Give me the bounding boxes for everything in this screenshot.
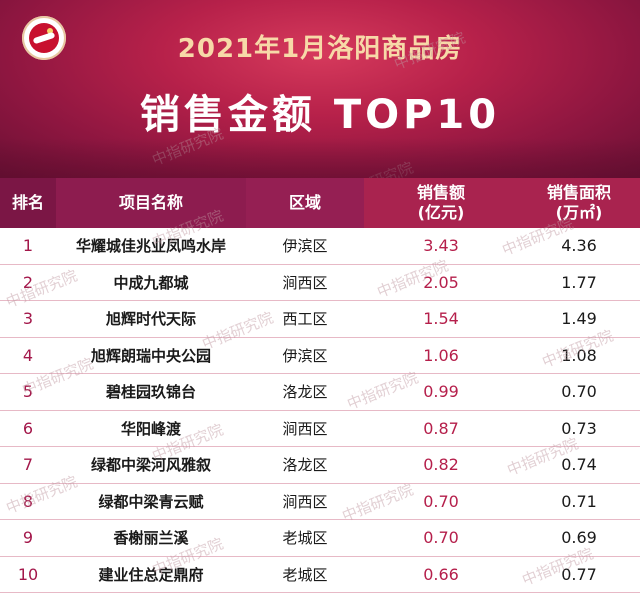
logo-emblem: [29, 23, 59, 53]
rank-cell: 8: [22, 491, 34, 511]
header-region: 区域: [246, 178, 364, 228]
region-cell: 西工区: [282, 310, 328, 329]
amount-cell: 0.87: [423, 418, 459, 438]
name-cell: 旭辉朗瑞中央公园: [90, 346, 211, 365]
rank-cell: 1: [22, 236, 34, 256]
name-cell: 华阳峰渡: [120, 419, 181, 438]
area-cell: 4.36: [561, 236, 597, 256]
amount-cell: 0.70: [423, 491, 459, 511]
name-cell: 旭辉时代天际: [105, 310, 196, 329]
name-cell: 绿都中梁河风雅叙: [90, 456, 211, 475]
table-row: 4 旭辉朗瑞中央公园 伊滨区 1.06 1.08: [0, 338, 640, 374]
amount-cell: 1.54: [423, 309, 459, 329]
table-row: 8 绿都中梁青云赋 涧西区 0.70 0.71: [0, 484, 640, 520]
header-name-label: 项目名称: [118, 193, 183, 212]
header-name: 项目名称: [56, 178, 246, 228]
table-row: 6 华阳峰渡 涧西区 0.87 0.73: [0, 411, 640, 447]
logo-dot: [47, 28, 53, 34]
region-cell: 伊滨区: [282, 346, 328, 365]
name-cell: 中成九都城: [113, 273, 189, 292]
header-amount-unit: (亿元): [417, 203, 465, 222]
header-region-label: 区域: [288, 193, 321, 212]
name-cell: 碧桂园玖锦台: [105, 383, 196, 402]
header-amount-label: 销售额: [416, 183, 465, 202]
region-cell: 老城区: [282, 529, 328, 548]
table-header: 排名 项目名称 区域 销售额 (亿元) 销售面积 (万㎡): [0, 178, 640, 228]
rank-cell: 2: [22, 272, 34, 292]
table-row: 1 华耀城佳兆业凤鸣水岸 伊滨区 3.43 4.36: [0, 228, 640, 265]
area-cell: 0.69: [561, 528, 597, 548]
title-line-2: 销售金额 TOP10: [139, 92, 501, 138]
table-row: 3 旭辉时代天际 西工区 1.54 1.49: [0, 301, 640, 338]
table-row: 9 香榭丽兰溪 老城区 0.70 0.69: [0, 520, 640, 557]
amount-cell: 3.43: [423, 236, 459, 256]
header-amount: 销售额 (亿元): [364, 178, 518, 228]
rank-cell: 7: [22, 455, 34, 475]
name-cell: 香榭丽兰溪: [113, 529, 189, 548]
amount-cell: 0.99: [423, 382, 459, 402]
header-area: 销售面积 (万㎡): [518, 178, 640, 228]
amount-cell: 0.82: [423, 455, 459, 475]
logo-icon: [22, 16, 66, 60]
amount-cell: 2.05: [423, 272, 459, 292]
rank-cell: 5: [22, 382, 34, 402]
header-rank: 排名: [0, 178, 56, 228]
amount-cell: 1.06: [423, 345, 459, 365]
name-cell: 绿都中梁青云赋: [98, 492, 204, 511]
rank-cell: 6: [22, 418, 34, 438]
area-cell: 0.71: [561, 491, 597, 511]
table-row: 2 中成九都城 涧西区 2.05 1.77: [0, 265, 640, 301]
region-cell: 涧西区: [282, 419, 328, 438]
table-row: 5 碧桂园玖锦台 洛龙区 0.99 0.70: [0, 374, 640, 411]
region-cell: 洛龙区: [282, 383, 328, 402]
header-area-label: 销售面积: [546, 183, 611, 202]
rank-cell: 9: [22, 528, 34, 548]
region-cell: 伊滨区: [282, 237, 328, 256]
rank-cell: 10: [17, 564, 39, 584]
region-cell: 老城区: [282, 565, 328, 584]
table-body: 1 华耀城佳兆业凤鸣水岸 伊滨区 3.43 4.36 2 中成九都城 涧西区 2…: [0, 228, 640, 593]
header-area-unit: (万㎡): [555, 203, 603, 222]
area-cell: 0.77: [561, 564, 597, 584]
area-cell: 1.49: [561, 309, 597, 329]
name-cell: 建业住总定鼎府: [98, 565, 204, 584]
title-banner: 2021年1月洛阳商品房 销售金额 TOP10 中指研究院 中指研究院 中指研究…: [0, 0, 640, 178]
area-cell: 1.08: [561, 345, 597, 365]
amount-cell: 0.66: [423, 564, 459, 584]
region-cell: 涧西区: [282, 273, 328, 292]
region-cell: 涧西区: [282, 492, 328, 511]
area-cell: 0.70: [561, 382, 597, 402]
area-cell: 0.73: [561, 418, 597, 438]
table-row: 10 建业住总定鼎府 老城区 0.66 0.77: [0, 557, 640, 593]
table-row: 7 绿都中梁河风雅叙 洛龙区 0.82 0.74: [0, 447, 640, 484]
area-cell: 1.77: [561, 272, 597, 292]
area-cell: 0.74: [561, 455, 597, 475]
amount-cell: 0.70: [423, 528, 459, 548]
region-cell: 洛龙区: [282, 456, 328, 475]
rank-cell: 3: [22, 309, 34, 329]
name-cell: 华耀城佳兆业凤鸣水岸: [75, 237, 226, 256]
rank-cell: 4: [22, 345, 34, 365]
watermark: 中指研究院: [339, 157, 416, 178]
header-rank-label: 排名: [11, 193, 44, 212]
title-line-1: 2021年1月洛阳商品房: [177, 34, 463, 64]
